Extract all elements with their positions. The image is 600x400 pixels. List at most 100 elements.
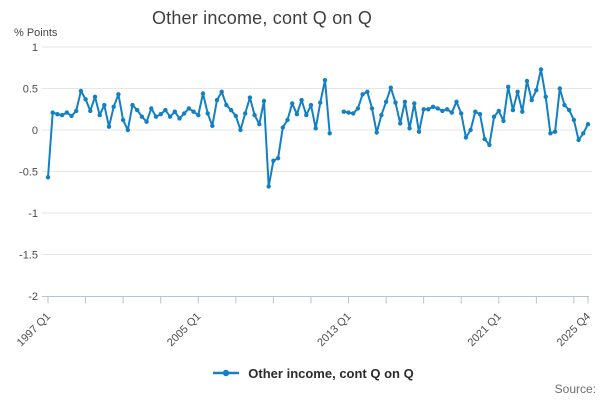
data-point-marker xyxy=(459,111,464,116)
data-point-marker xyxy=(510,107,516,113)
legend: Other income, cont Q on Q xyxy=(24,362,600,384)
data-point-marker xyxy=(167,114,173,119)
data-point-marker xyxy=(214,97,220,103)
gridlines xyxy=(42,46,592,255)
data-point-marker xyxy=(374,130,379,135)
y-axis-tick-labels: 1 0.5 0 -0.5 -1 -1.5 -2 xyxy=(19,42,38,303)
data-point-marker xyxy=(562,102,567,108)
data-point-marker xyxy=(200,91,206,96)
x-tick-label: 1997 Q1 xyxy=(15,311,53,349)
data-point-marker xyxy=(55,112,60,117)
data-point-marker xyxy=(158,112,163,117)
data-point-marker xyxy=(529,97,534,103)
chart-title: Other income, cont Q on Q xyxy=(151,8,373,28)
data-point-marker xyxy=(426,107,431,112)
data-point-marker xyxy=(59,112,65,118)
data-point-marker xyxy=(318,100,323,105)
data-point-marker xyxy=(69,113,74,119)
data-point-marker xyxy=(205,111,210,116)
data-point-marker xyxy=(360,92,365,97)
data-point-marker xyxy=(182,111,187,116)
x-tick-label: 2021 Q1 xyxy=(466,311,504,349)
data-point-marker xyxy=(463,135,469,140)
x-axis-tick-labels: 1997 Q1 2005 Q1 2013 Q1 2021 Q1 2025 Q4 xyxy=(15,311,593,349)
data-point-marker xyxy=(153,114,159,119)
data-point-marker xyxy=(130,102,135,108)
data-point-marker xyxy=(186,106,192,111)
data-point-marker xyxy=(398,121,403,126)
data-point-marker xyxy=(266,184,271,189)
data-point-marker xyxy=(496,108,501,114)
x-tick-label: 2025 Q4 xyxy=(555,311,593,349)
data-point-marker xyxy=(524,78,530,84)
data-point-marker xyxy=(78,88,84,94)
data-point-marker xyxy=(520,109,525,114)
data-point-marker xyxy=(482,136,487,142)
data-point-marker xyxy=(449,110,454,115)
data-point-marker xyxy=(238,127,243,133)
data-point-marker xyxy=(83,97,88,102)
data-point-marker xyxy=(228,107,234,113)
data-point-marker xyxy=(576,137,581,143)
y-tick-label: -1.5 xyxy=(19,250,38,262)
data-point-marker xyxy=(421,107,426,112)
data-point-marker xyxy=(102,102,107,108)
data-point-marker xyxy=(294,112,300,117)
legend-line-marker-icon xyxy=(213,369,240,377)
data-point-marker xyxy=(581,131,586,136)
data-point-marker xyxy=(275,156,281,161)
data-point-marker xyxy=(285,117,290,123)
data-point-marker xyxy=(322,78,328,83)
data-point-marker xyxy=(552,129,558,134)
data-point-marker xyxy=(210,123,215,128)
data-point-marker xyxy=(120,117,126,123)
data-point-marker xyxy=(534,88,539,93)
data-point-marker xyxy=(365,89,370,95)
data-point-marker xyxy=(346,110,351,115)
data-point-marker xyxy=(538,67,544,72)
data-point-marker xyxy=(355,106,361,111)
data-point-marker xyxy=(97,112,102,118)
data-point-marker xyxy=(106,124,112,129)
data-point-marker xyxy=(191,109,196,114)
data-point-marker xyxy=(252,112,257,118)
data-point-marker xyxy=(567,107,572,113)
data-point-marker xyxy=(290,101,295,106)
data-point-marker xyxy=(299,97,304,103)
data-point-marker xyxy=(64,110,70,115)
data-point-marker xyxy=(393,100,398,105)
legend-item-other-income[interactable]: Other income, cont Q on Q xyxy=(210,366,414,381)
data-point-marker xyxy=(487,142,492,148)
data-point-marker xyxy=(543,94,548,100)
data-point-marker xyxy=(477,112,483,117)
data-point-marker xyxy=(172,109,177,114)
data-point-marker xyxy=(412,101,417,106)
data-point-marker xyxy=(111,104,116,110)
data-point-marker xyxy=(327,131,332,136)
data-point-marker xyxy=(257,122,262,127)
data-point-marker xyxy=(135,107,140,113)
data-point-marker xyxy=(271,158,276,163)
data-point-marker xyxy=(313,126,318,131)
data-point-marker xyxy=(261,98,267,104)
data-point-marker xyxy=(388,85,393,90)
data-point-marker xyxy=(379,112,384,118)
y-tick-label: 0 xyxy=(32,125,38,137)
y-tick-label: 0.5 xyxy=(23,84,38,96)
data-point-marker xyxy=(435,106,440,111)
data-point-marker xyxy=(92,94,98,100)
data-point-marker xyxy=(557,86,562,91)
data-point-marker xyxy=(243,111,248,116)
data-point-marker xyxy=(308,102,314,108)
data-point-marker xyxy=(402,99,408,105)
data-point-marker xyxy=(88,108,93,114)
y-tick-label: -2 xyxy=(28,291,38,303)
data-point-marker xyxy=(571,117,577,123)
x-tick-label: 2013 Q1 xyxy=(315,311,353,349)
x-axis xyxy=(42,296,589,304)
data-point-marker xyxy=(440,108,445,114)
data-point-marker xyxy=(468,127,473,133)
data-point-marker xyxy=(515,89,520,95)
series-markers xyxy=(45,67,591,189)
